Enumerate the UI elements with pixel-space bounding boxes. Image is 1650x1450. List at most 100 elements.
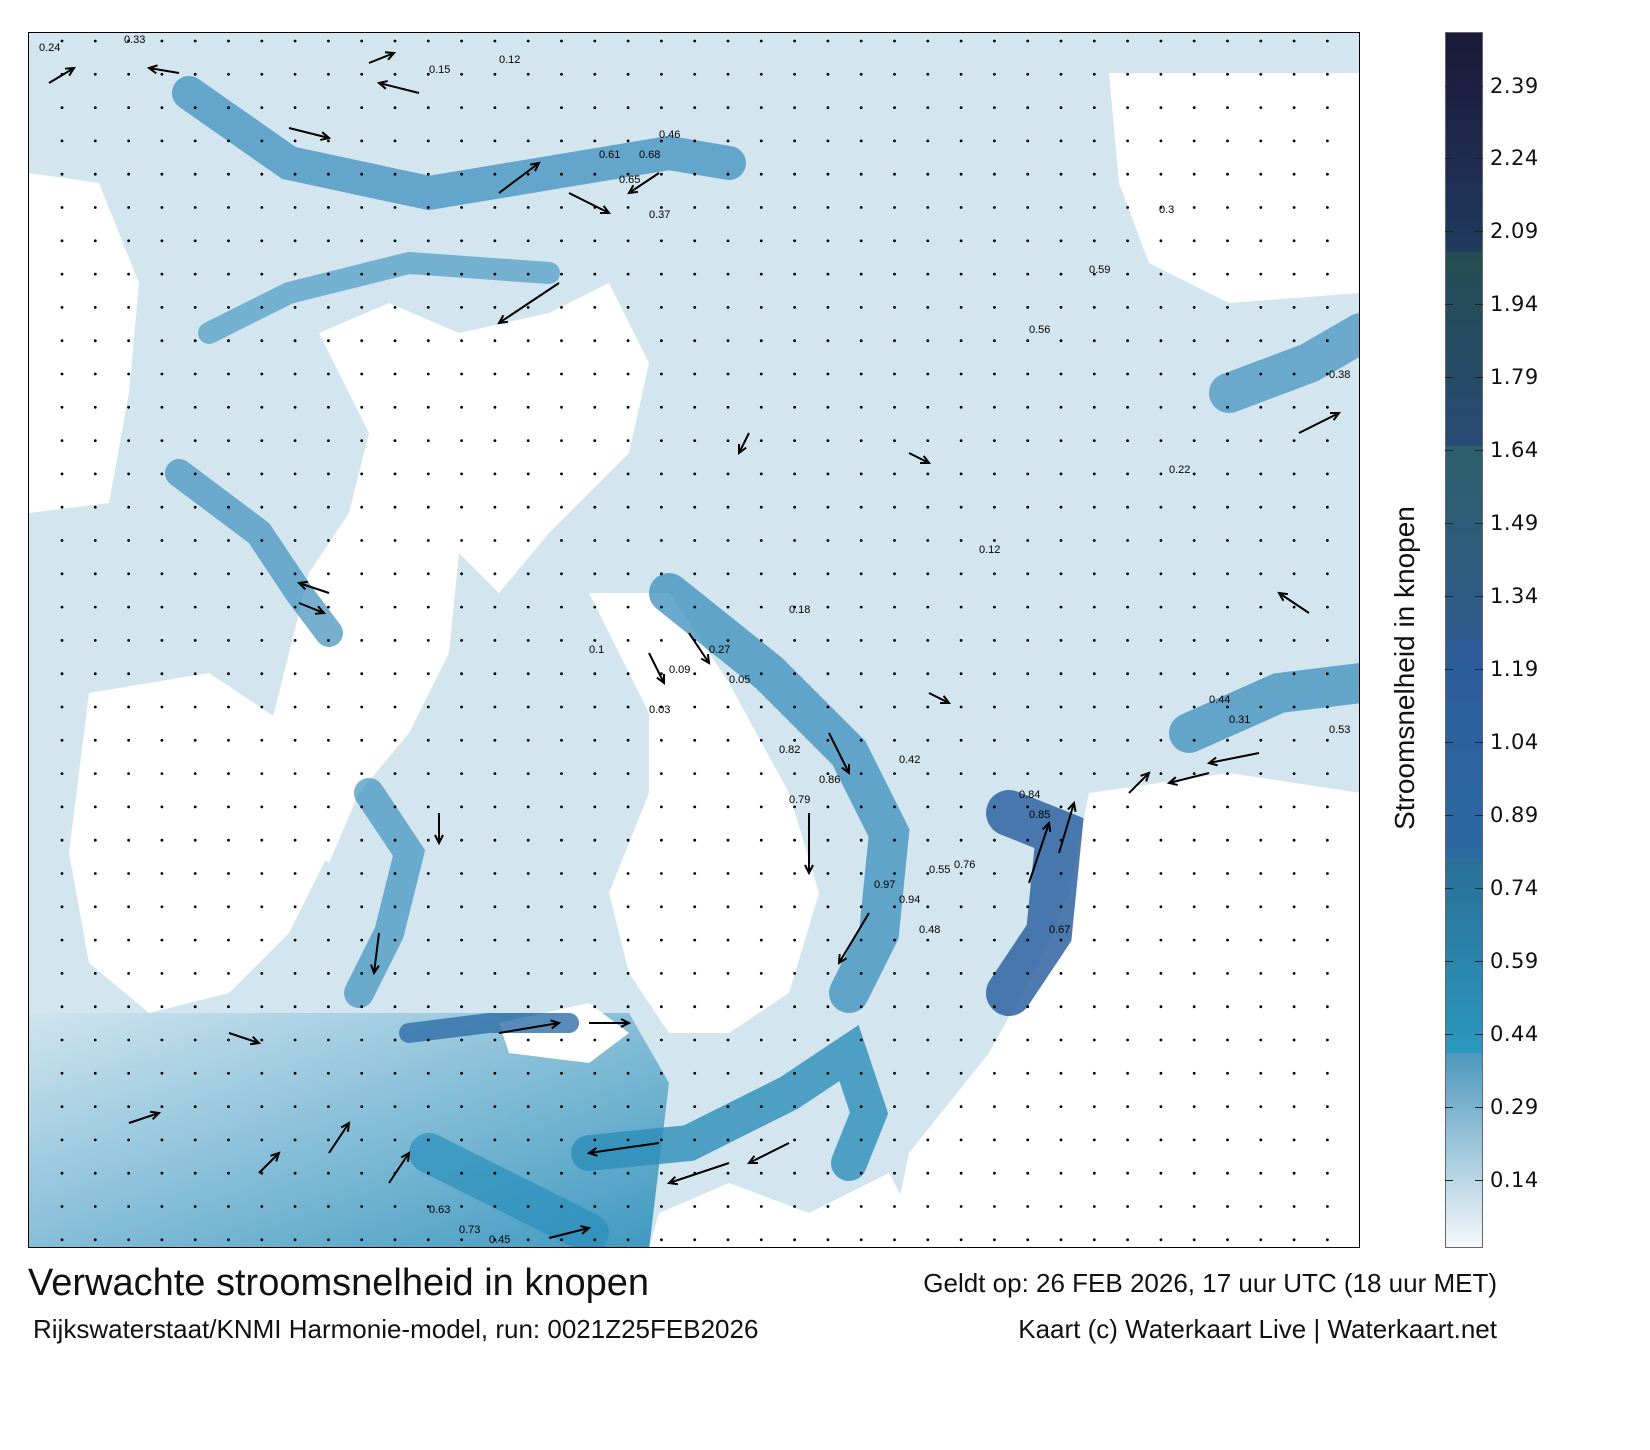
- grid-dot: [793, 938, 796, 942]
- current-arrow: [328, 1121, 351, 1154]
- grid-dot: [360, 405, 364, 409]
- grid-dot: [726, 1138, 730, 1142]
- grid-dot: [993, 72, 996, 76]
- grid-dot: [726, 106, 730, 109]
- grid-dot: [560, 1071, 563, 1075]
- grid-dot: [560, 572, 563, 576]
- grid-dot: [360, 1005, 364, 1009]
- grid-dot: [726, 1005, 730, 1009]
- current-arrow: [368, 51, 397, 64]
- grid-dot: [327, 1071, 330, 1075]
- grid-dot: [1092, 905, 1096, 909]
- grid-dot: [1326, 905, 1329, 909]
- grid-dot: [626, 339, 630, 343]
- grid-dot: [460, 572, 463, 576]
- speed-label: 0.82: [779, 744, 800, 756]
- grid-dot: [626, 705, 630, 709]
- grid-dot: [1159, 206, 1163, 209]
- grid-dot: [193, 439, 197, 442]
- grid-dot: [859, 1205, 863, 1208]
- grid-dot: [1359, 1105, 1360, 1108]
- grid-dot: [1159, 1171, 1163, 1175]
- grid-dot: [1159, 738, 1163, 742]
- grid-dot: [1359, 572, 1360, 575]
- colorbar-tick-label: 1.34: [1490, 584, 1539, 609]
- grid-dot: [460, 1238, 463, 1242]
- grid-dot: [360, 239, 364, 243]
- colorbar-tick-label: 0.14: [1490, 1167, 1539, 1192]
- grid-dot: [626, 1205, 630, 1208]
- grid-dot: [759, 339, 763, 343]
- grid-dot: [859, 805, 863, 809]
- grid-dot: [1092, 872, 1096, 875]
- grid-dot: [426, 872, 430, 875]
- grid-dot: [1059, 572, 1063, 576]
- grid-dot: [1159, 1005, 1163, 1009]
- grid-dot: [993, 572, 996, 576]
- grid-dot: [560, 339, 563, 343]
- grid-dot: [260, 1138, 264, 1142]
- grid-dot: [1126, 572, 1129, 576]
- grid-dot: [726, 1238, 730, 1242]
- grid-dot: [1126, 1038, 1129, 1042]
- grid-dot: [260, 738, 264, 742]
- grid-dot: [660, 572, 663, 576]
- grid-dot: [959, 1005, 963, 1009]
- grid-dot: [993, 405, 996, 409]
- grid-dot: [227, 605, 230, 609]
- grid-dot: [1026, 872, 1030, 875]
- grid-dot: [526, 539, 530, 542]
- grid-dot: [1159, 1138, 1163, 1142]
- colorbar-tick-label: 1.94: [1490, 292, 1539, 317]
- grid-dot: [959, 139, 963, 143]
- grid-dot: [360, 1138, 364, 1142]
- current-arrow: [738, 432, 750, 456]
- current-arrow: [1028, 820, 1052, 884]
- grid-dot: [993, 206, 996, 209]
- grid-dot: [959, 1205, 963, 1208]
- grid-dot: [260, 772, 264, 775]
- model-run-info: Rijkswaterstaat/KNMI Harmonie-model, run…: [33, 1314, 759, 1344]
- grid-dot: [260, 972, 264, 975]
- grid-dot: [127, 1105, 130, 1108]
- grid-dot: [859, 239, 863, 243]
- grid-dot: [526, 206, 530, 209]
- grid-dot: [460, 972, 463, 975]
- grid-dot: [593, 1105, 597, 1108]
- current-arrow: [804, 813, 814, 876]
- grid-dot: [959, 106, 963, 109]
- grid-dot: [726, 72, 730, 76]
- grid-dot: [193, 938, 197, 942]
- grid-dot: [1092, 239, 1096, 243]
- grid-dot: [693, 539, 697, 542]
- grid-dot: [826, 1171, 830, 1175]
- grid-dot: [60, 172, 64, 176]
- grid-dot: [626, 1171, 630, 1175]
- grid-dot: [227, 672, 230, 676]
- speed-label: 0.12: [499, 54, 520, 66]
- grid-dot: [926, 172, 930, 176]
- grid-dot: [759, 106, 763, 109]
- grid-dot: [1159, 106, 1163, 109]
- grid-dot: [759, 72, 763, 76]
- grid-dot: [1292, 172, 1296, 176]
- grid-dot: [227, 905, 230, 909]
- grid-dot: [959, 772, 963, 775]
- grid-dot: [626, 838, 630, 842]
- grid-dot: [1292, 439, 1296, 442]
- grid-dot: [859, 206, 863, 209]
- grid-dot: [360, 439, 364, 442]
- grid-dot: [327, 139, 330, 143]
- grid-dot: [1259, 1138, 1263, 1142]
- grid-dot: [1026, 172, 1030, 176]
- grid-dot: [60, 1238, 64, 1242]
- grid-dot: [293, 339, 297, 343]
- colorbar-tick-label: 2.09: [1490, 219, 1539, 244]
- grid-dot: [60, 539, 64, 542]
- grid-dot: [859, 39, 863, 43]
- grid-dot: [293, 439, 297, 442]
- grid-dot: [127, 472, 130, 476]
- grid-dot: [1292, 272, 1296, 276]
- grid-dot: [160, 172, 164, 176]
- grid-dot: [826, 1238, 830, 1242]
